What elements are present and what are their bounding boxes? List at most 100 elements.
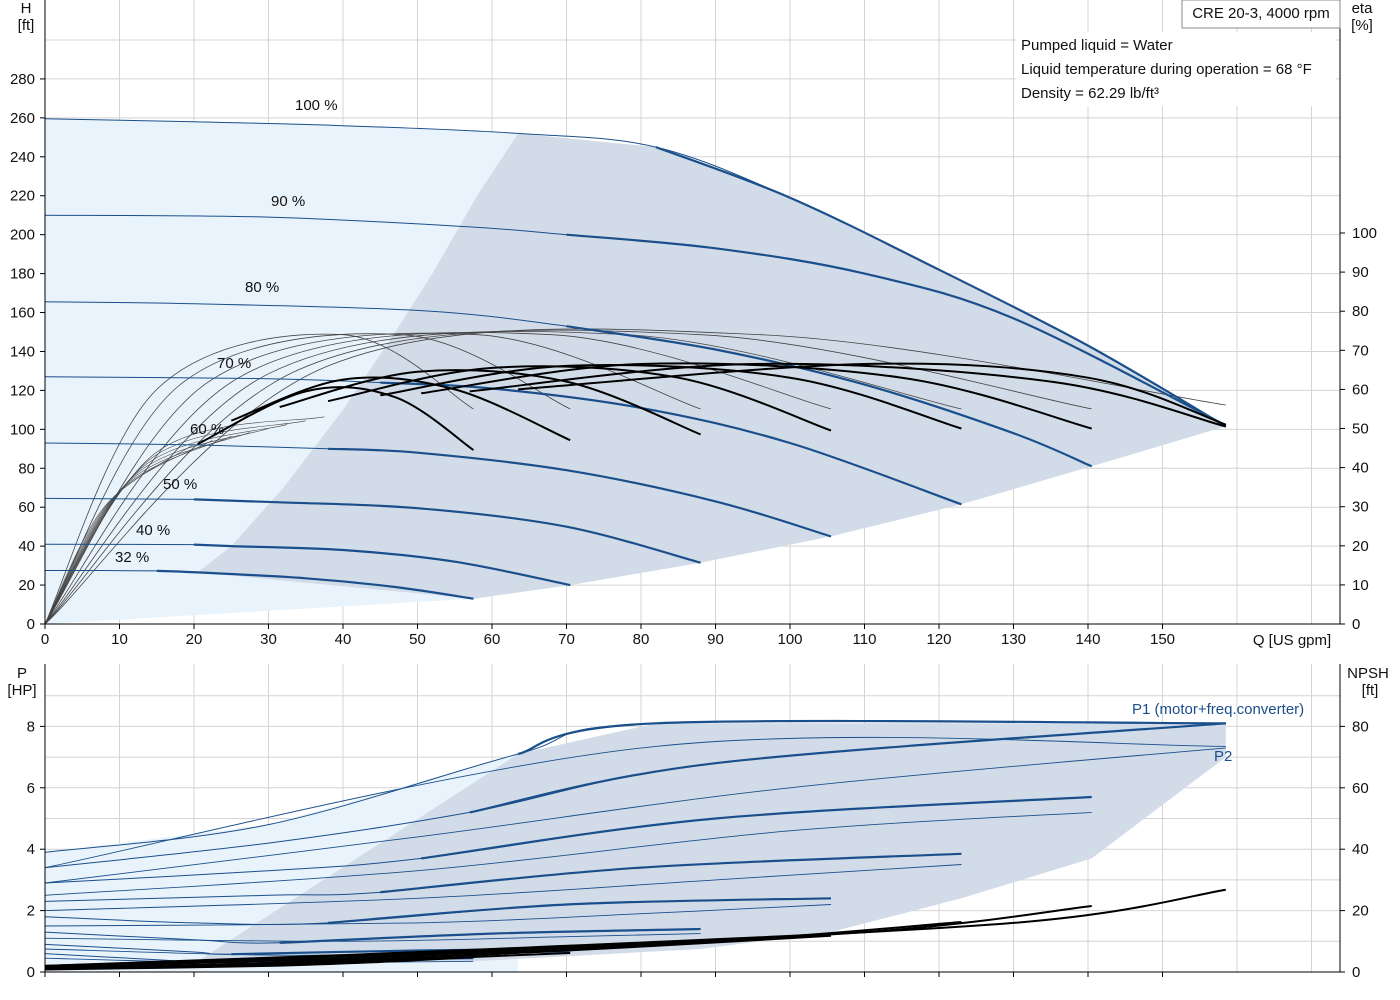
- info-box: [1016, 32, 1336, 106]
- efficiency-curve-4: [380, 364, 962, 430]
- eta-axis-title-line2: [%]: [1351, 17, 1373, 34]
- eta-tick-label: 90: [1352, 264, 1369, 281]
- speed-label-2: 80 %: [245, 279, 279, 296]
- eta-tick-label: 40: [1352, 460, 1369, 477]
- efficiency-curve-full-0: [44, 333, 474, 625]
- q-tick-label: 90: [707, 631, 724, 648]
- p1-curve-5: [279, 927, 701, 944]
- q-tick-label: 130: [1001, 631, 1026, 648]
- efficiency-curve-2: [279, 369, 701, 436]
- head-curve-1: [566, 233, 1227, 427]
- q-tick-label: 20: [186, 631, 203, 648]
- q-tick-label: 40: [335, 631, 352, 648]
- p1-curve-4: [328, 897, 832, 924]
- head-tick-label: 40: [18, 538, 35, 555]
- q-tick-label: 110: [853, 631, 877, 648]
- info-density: Density = 62.29 lb/ft³: [1021, 85, 1159, 102]
- q-tick-label: 120: [926, 631, 951, 648]
- q-tick-label: 0: [41, 631, 49, 648]
- q-axis-title: Q [US gpm]: [1253, 632, 1331, 649]
- eta-tick-label: 10: [1352, 577, 1369, 594]
- power-axis-title-line1: P: [17, 665, 27, 682]
- npsh-tick-label: 20: [1352, 903, 1369, 920]
- efficiency-curve-1: [230, 376, 571, 442]
- efficiency-curve-origin-5: [44, 424, 288, 625]
- head-tick-label: 240: [10, 149, 35, 166]
- q-tick-label: 100: [777, 631, 802, 648]
- head-plot-axes: 0204060801001201401601802002202402602800…: [10, 0, 1377, 648]
- power-tick-label: 4: [27, 841, 35, 858]
- npsh-axis-title-line1: NPSH: [1347, 665, 1389, 682]
- q-tick-label: 60: [484, 631, 501, 648]
- head-curve-2: [566, 325, 1093, 468]
- head-axis-title-line2: [ft]: [18, 17, 35, 34]
- power-tick-label: 2: [27, 903, 35, 920]
- power-tick-label: 6: [27, 780, 35, 797]
- head-curves: 100 % 90 % 80 % 70 % 60 % 50 % 40 % 32 %: [44, 97, 1227, 625]
- speed-label-1: 90 %: [271, 193, 305, 210]
- q-tick-label: 10: [111, 631, 128, 648]
- eta-tick-label: 30: [1352, 499, 1369, 516]
- efficiency-curve-origin-4: [44, 428, 269, 625]
- npsh-curve-6: [44, 888, 1226, 967]
- q-tick-label: 70: [558, 631, 575, 648]
- npsh-curve-4: [44, 921, 962, 969]
- head-tick-label: 60: [18, 499, 35, 516]
- speed-label-4: 60 %: [190, 421, 224, 438]
- p1-series-label: P1 (motor+freq.converter): [1132, 701, 1304, 718]
- head-curve-7: [156, 569, 474, 600]
- npsh-tick-label: 40: [1352, 841, 1369, 858]
- head-curve-5: [193, 498, 701, 564]
- npsh-curve-3: [44, 934, 832, 970]
- eta-tick-label: 100: [1352, 225, 1377, 242]
- efficiency-curve-6: [469, 362, 1227, 428]
- npsh-tick-label: 60: [1352, 780, 1369, 797]
- p1-curve-0: [517, 719, 1226, 756]
- power-tick-label: 8: [27, 718, 35, 735]
- head-tick-label: 220: [10, 188, 35, 205]
- efficiency-curve-7: [518, 362, 1227, 426]
- eta-tick-label: 20: [1352, 538, 1369, 555]
- head-tick-label: 20: [18, 577, 35, 594]
- efficiency-curve-origin-7: [44, 416, 325, 625]
- p2-curve-1: [44, 747, 1226, 884]
- head-tick-label: 100: [10, 421, 35, 438]
- p2-curve-5: [44, 933, 701, 942]
- head-tick-label: 120: [10, 382, 35, 399]
- model-label-box: [1181, 0, 1341, 29]
- head-tick-label: 140: [10, 343, 35, 360]
- info-liquid-temperature: Liquid temperature during operation = 68…: [1021, 61, 1312, 78]
- head-tick-label: 80: [18, 460, 35, 477]
- p1-curve-3: [380, 852, 962, 894]
- eta-tick-label: 50: [1352, 421, 1369, 438]
- power-axis-title-line2: [HP]: [7, 682, 36, 699]
- p2-curve-2: [44, 811, 1092, 896]
- q-tick-label: 80: [633, 631, 650, 648]
- npsh-tick-label: 80: [1352, 718, 1369, 735]
- efficiency-curve-5: [421, 362, 1092, 430]
- eta-tick-label: 70: [1352, 342, 1369, 359]
- head-tick-label: 160: [10, 305, 35, 322]
- head-tick-label: 260: [10, 110, 35, 127]
- eta-tick-label: 0: [1352, 616, 1360, 633]
- q-tick-label: 50: [409, 631, 426, 648]
- q-tick-label: 140: [1075, 631, 1100, 648]
- speed-label-6: 40 %: [136, 522, 170, 539]
- npsh-tick-label: 0: [1352, 964, 1360, 981]
- head-tick-label: 280: [10, 71, 35, 88]
- power-tick-label: 0: [27, 964, 35, 981]
- eta-axis-title-line1: eta: [1352, 0, 1374, 17]
- head-axis-title-line1: H: [21, 0, 32, 17]
- p2-curve-4: [44, 904, 832, 927]
- eta-tick-label: 80: [1352, 303, 1369, 320]
- efficiency-curve-full-1: [44, 333, 571, 625]
- p2-curve-0: [44, 736, 1226, 869]
- p1-curve-2: [421, 795, 1092, 860]
- info-pumped-liquid: Pumped liquid = Water: [1021, 37, 1173, 54]
- power-dark-region: [197, 723, 1226, 962]
- p2-series-label: P2: [1214, 748, 1232, 765]
- speed-label-3: 70 %: [217, 355, 251, 372]
- q-tick-label: 150: [1150, 631, 1175, 648]
- head-tick-label: 200: [10, 227, 35, 244]
